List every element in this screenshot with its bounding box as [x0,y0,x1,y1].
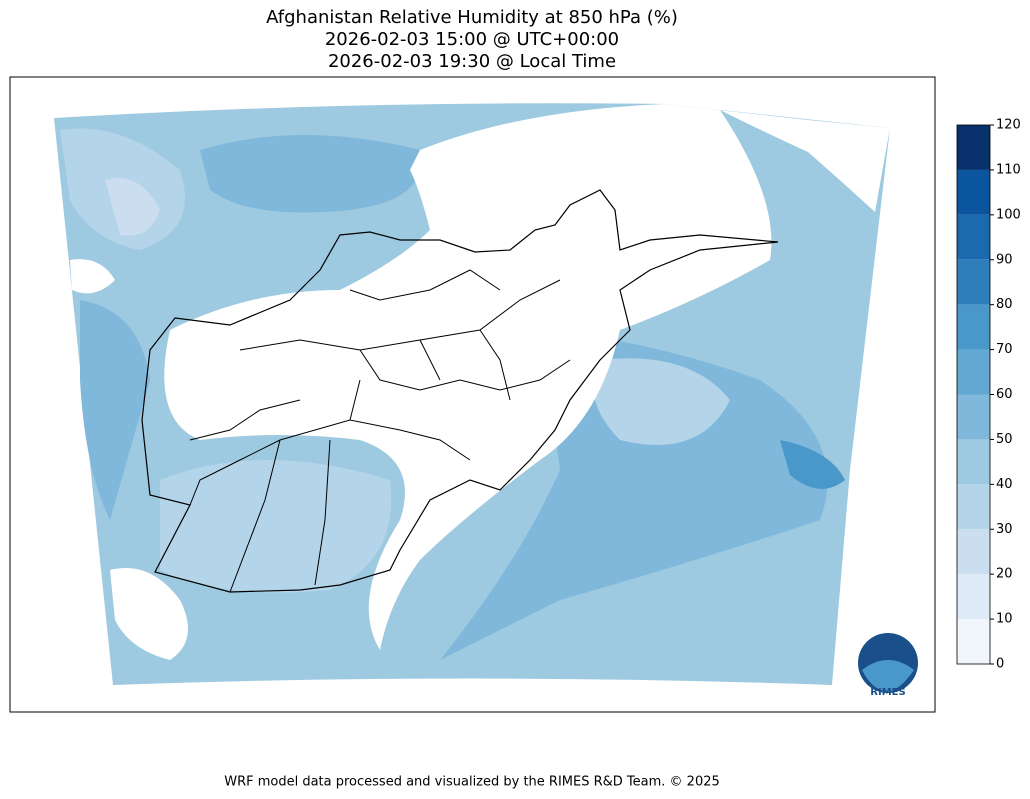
colorbar-tick-label: 70 [996,342,1013,357]
colorbar-band [957,529,990,575]
humidity-patch [440,330,828,660]
humidity-patch [780,440,845,489]
colorbar-band [957,574,990,620]
no-data [110,568,188,660]
colorbar-band [957,125,990,170]
no-data [665,104,890,212]
logo: RIMES [858,633,918,698]
colorbar-tick-label: 110 [996,162,1021,177]
colorbar-tick-label: 40 [996,477,1013,492]
footer: WRF model data processed and visualized … [224,775,720,790]
humidity-patch [160,460,392,593]
title-line: Afghanistan Relative Humidity at 850 hPa… [266,7,678,28]
colorbar-band [957,304,990,350]
colorbar-band [957,619,990,664]
colorbar-band [957,394,990,440]
colorbar-tick-label: 60 [996,387,1013,402]
colorbar-tick-label: 50 [996,432,1013,447]
title-line: 2026-02-03 19:30 @ Local Time [328,51,616,72]
humidity-patch [80,300,150,520]
colorbar-band [957,484,990,530]
colorbar-tick-label: 100 [996,207,1021,222]
colorbar-tick-label: 0 [996,657,1004,672]
humidity-patch [593,358,730,445]
colorbar-band [957,214,990,260]
map-frame [9,76,936,713]
colorbar-tick-label: 90 [996,252,1013,267]
humidity-patch [105,178,160,236]
humidity-patch [200,135,422,213]
country-border [141,189,779,593]
title-line: 2026-02-03 15:00 @ UTC+00:00 [325,29,619,50]
colorbar-band [957,169,990,215]
province-border [189,269,571,593]
colorbar-tick-label: 10 [996,612,1013,627]
colorbar-band [957,439,990,485]
colorbar: 0 10 20 30 40 50 60 70 80 90 100 110 120 [956,118,1021,672]
colorbar-tick-label: 20 [996,567,1013,582]
no-data [164,104,772,650]
colorbar-tick-label: 120 [996,118,1021,133]
logo-text: RIMES [870,687,905,698]
map [54,103,890,686]
colorbar-tick-label: 30 [996,522,1013,537]
colorbar-band [957,259,990,305]
no-data [70,259,115,294]
colorbar-tick-label: 80 [996,297,1013,312]
colorbar-band [957,349,990,395]
logo-wave [862,660,914,692]
